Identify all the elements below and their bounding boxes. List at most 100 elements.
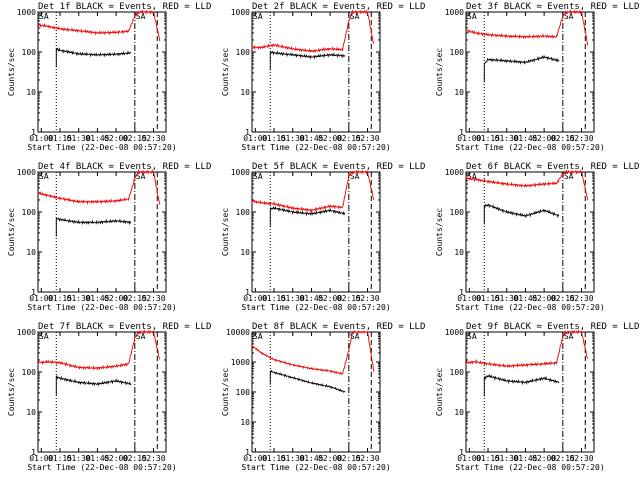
y-tick-label: 1 [245,288,250,297]
x-axis-label: Start Time (22-Dec-08 00:57:20) [27,303,176,312]
sa-marker-label: SA [350,332,360,341]
y-axis-label: Counts/sec [221,368,230,416]
x-tick-label: 02:15 [337,454,361,463]
x-tick-label: 01:00 [457,134,481,143]
x-tick-label: 01:30 [495,134,519,143]
x-tick-label: 01:45 [299,454,323,463]
x-axis-label: Start Time (22-Dec-08 00:57:20) [241,143,390,152]
y-tick-label: 1000 [231,8,250,17]
x-tick-label: 01:30 [67,454,91,463]
x-tick-label: 02:30 [355,294,379,303]
series-line-lld [37,168,161,205]
sa-marker-label: SA [253,172,263,181]
x-tick-label: 01:45 [85,134,109,143]
x-tick-label: 02:00 [104,294,128,303]
series-line-lld [251,169,375,214]
sa-marker-label: SA [136,332,146,341]
series-line-events [483,54,560,83]
y-tick-label: 1000 [17,168,36,177]
plot-frame [465,171,595,293]
y-tick-label: 1000 [231,358,250,367]
x-tick-label: 02:15 [337,134,361,143]
y-tick-label: 1000 [445,168,464,177]
y-tick-label: 10 [240,418,250,427]
x-axis-label: Start Time (22-Dec-08 00:57:20) [27,463,176,472]
x-tick-label: 01:15 [48,454,72,463]
series-line-events [269,205,346,228]
x-tick-label: 01:30 [281,134,305,143]
x-tick-label: 01:15 [48,294,72,303]
x-axis-label: Start Time (22-Dec-08 00:57:20) [241,463,390,472]
y-tick-label: 10 [26,248,36,257]
x-tick-label: 01:45 [85,294,109,303]
x-tick-label: 01:15 [262,454,286,463]
y-tick-label: 100 [450,368,465,377]
sa-marker-label: SA [564,12,574,21]
series-line-events [55,216,132,237]
sa-marker-label: SA [467,332,477,341]
x-axis-label: Start Time (22-Dec-08 00:57:20) [455,303,604,312]
x-tick-label: 01:45 [299,134,323,143]
y-tick-label: 10000 [226,328,250,337]
y-tick-label: 100 [236,388,251,397]
sa-marker-label: SA [136,12,146,21]
y-tick-label: 10 [240,88,250,97]
x-tick-label: 01:00 [457,294,481,303]
x-tick-label: 02:30 [569,134,593,143]
y-tick-label: 10 [454,88,464,97]
x-tick-label: 01:45 [513,134,537,143]
series-line-events [55,47,132,68]
x-tick-label: 02:30 [141,134,165,143]
x-tick-label: 02:30 [355,454,379,463]
x-tick-label: 02:30 [141,294,165,303]
panel-title: Det 5f BLACK = Events, RED = LLD [252,162,425,172]
x-tick-label: 01:00 [457,454,481,463]
x-tick-label: 02:15 [123,454,147,463]
x-tick-label: 01:30 [67,134,91,143]
x-tick-label: 02:15 [551,134,575,143]
y-axis-label: Counts/sec [435,368,444,416]
y-tick-label: 100 [236,48,251,57]
series-line-events [483,373,560,397]
series-line-events [269,369,346,393]
series-line-lld [465,8,589,46]
plot-frame [465,331,595,453]
detector-panel: Det 1f BLACK = Events, RED = LLD 1 10 100 10… [7,2,211,152]
sa-marker-label: SA [467,172,477,181]
x-tick-label: 01:15 [48,134,72,143]
sa-marker-label: SA [350,172,360,181]
x-tick-label: 01:30 [495,294,519,303]
plot-frame [37,331,167,453]
y-axis-label: Counts/sec [221,48,230,96]
detector-panel: Det 3f BLACK = Events, RED = LLD 1 10 100 10… [435,2,639,152]
x-tick-label: 01:15 [476,454,500,463]
x-tick-label: 02:30 [141,454,165,463]
x-tick-label: 01:30 [281,454,305,463]
sa-marker-label: SA [564,332,574,341]
x-tick-label: 02:30 [355,134,379,143]
sa-marker-label: SA [39,12,49,21]
y-tick-label: 100 [22,208,37,217]
series-line-events [269,50,346,71]
detector-panel: Det 9f BLACK = Events, RED = LLD 1 10 100 10… [435,322,639,472]
sa-marker-label: SA [253,332,263,341]
y-tick-label: 100 [450,48,465,57]
y-tick-label: 10 [454,248,464,257]
detector-panel: Det 8f BLACK = Events, RED = LLD 1 10 100 10… [221,322,425,472]
x-axis-label: Start Time (22-Dec-08 00:57:20) [455,463,604,472]
x-tick-label: 02:30 [569,454,593,463]
x-tick-label: 02:15 [123,134,147,143]
x-tick-label: 02:00 [532,294,556,303]
y-tick-label: 1000 [445,328,464,337]
plot-frame [251,171,381,293]
series-line-lld [465,169,589,201]
sa-marker-label: SA [136,172,146,181]
x-tick-label: 02:00 [104,454,128,463]
x-tick-label: 01:00 [243,454,267,463]
y-tick-label: 1 [245,448,250,457]
x-tick-label: 01:30 [281,294,305,303]
sa-marker-label: SA [39,332,49,341]
plot-frame [251,331,381,453]
x-tick-label: 02:15 [551,454,575,463]
